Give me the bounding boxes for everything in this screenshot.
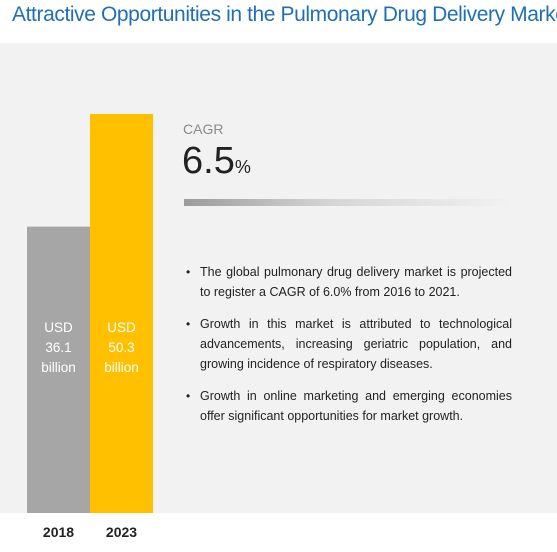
bar-2018 (27, 226, 90, 514)
bar-value-label-2018-1: USD (44, 320, 73, 335)
cagr-value: 6.5% (182, 140, 251, 183)
bar-value-label-2023-2: 50.3 (108, 340, 134, 355)
highlight-item-2: Growth in this market is attributed to t… (186, 314, 512, 374)
bar-value-label-2023-1: USD (107, 320, 136, 335)
bar-value-label-2023-3: billion (104, 360, 139, 375)
footer-band (0, 513, 557, 552)
bar-value-label-2018-2: 36.1 (45, 340, 71, 355)
category-label-2018: 2018 (43, 524, 74, 540)
cagr-unit: % (234, 157, 251, 177)
bar-2023 (90, 114, 153, 513)
cagr-label: CAGR (183, 121, 224, 137)
highlight-item-3: Growth in online marketing and emerging … (186, 386, 512, 426)
highlights-list: The global pulmonary drug delivery marke… (186, 262, 512, 438)
category-label-2023: 2023 (106, 524, 137, 540)
cagr-number: 6.5 (182, 140, 235, 182)
highlight-item-1: The global pulmonary drug delivery marke… (186, 262, 512, 302)
cagr-divider (184, 199, 514, 206)
page-title: Attractive Opportunities in the Pulmonar… (12, 3, 557, 26)
bar-value-label-2018-3: billion (41, 360, 76, 375)
